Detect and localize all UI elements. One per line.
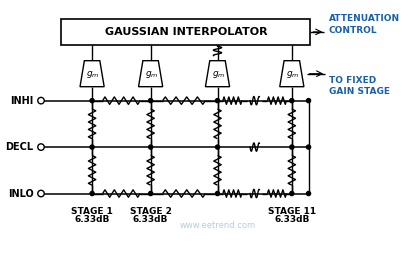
Text: 6.33dB: 6.33dB [274, 215, 309, 224]
Circle shape [306, 191, 310, 195]
Text: $g_m$: $g_m$ [211, 69, 225, 80]
Text: www.eetrend.com: www.eetrend.com [179, 221, 255, 230]
Text: DECL: DECL [5, 142, 34, 152]
Text: 6.33dB: 6.33dB [133, 215, 168, 224]
Circle shape [289, 191, 293, 195]
Polygon shape [279, 61, 303, 87]
Text: TO FIXED
GAIN STAGE: TO FIXED GAIN STAGE [328, 76, 389, 96]
Circle shape [38, 144, 44, 150]
Text: STAGE 11: STAGE 11 [267, 207, 315, 215]
Text: ATTENUATION
CONTROL: ATTENUATION CONTROL [328, 14, 399, 35]
Circle shape [38, 97, 44, 104]
Circle shape [289, 145, 293, 149]
Text: STAGE 2: STAGE 2 [129, 207, 171, 215]
Bar [61, 19, 310, 45]
Circle shape [215, 191, 219, 195]
Circle shape [306, 99, 310, 103]
Polygon shape [138, 61, 162, 87]
Polygon shape [205, 61, 229, 87]
Circle shape [148, 191, 152, 195]
Circle shape [38, 190, 44, 197]
Circle shape [148, 145, 152, 149]
Circle shape [215, 145, 219, 149]
Text: INHI: INHI [10, 96, 34, 106]
Circle shape [90, 191, 94, 195]
Text: INLO: INLO [8, 188, 34, 198]
Polygon shape [80, 61, 104, 87]
Text: $g_m$: $g_m$ [86, 69, 99, 80]
Text: $g_m$: $g_m$ [144, 69, 158, 80]
Text: STAGE 1: STAGE 1 [71, 207, 113, 215]
Circle shape [90, 99, 94, 103]
Text: 6.33dB: 6.33dB [74, 215, 110, 224]
Circle shape [215, 99, 219, 103]
Circle shape [289, 99, 293, 103]
Text: GAUSSIAN INTERPOLATOR: GAUSSIAN INTERPOLATOR [104, 27, 267, 37]
Text: $g_m$: $g_m$ [285, 69, 299, 80]
Circle shape [148, 99, 152, 103]
Circle shape [306, 145, 310, 149]
Circle shape [90, 145, 94, 149]
